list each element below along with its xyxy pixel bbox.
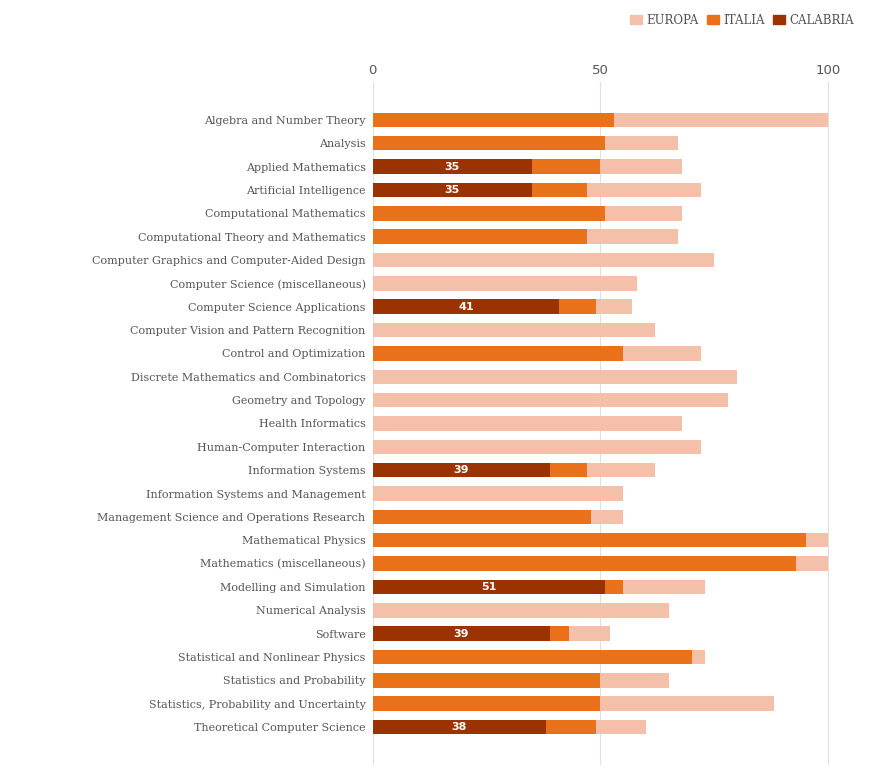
Bar — [372, 650, 691, 664]
Bar — [372, 416, 681, 430]
Bar — [372, 159, 600, 174]
Text: 39: 39 — [453, 465, 469, 476]
Bar — [372, 463, 587, 477]
Bar — [372, 276, 636, 291]
Bar — [372, 393, 727, 407]
Bar — [372, 183, 587, 197]
Bar — [372, 463, 549, 477]
Text: 39: 39 — [453, 629, 469, 639]
Bar — [372, 626, 549, 641]
Bar — [372, 229, 587, 244]
Bar — [372, 720, 595, 734]
Bar — [372, 580, 604, 594]
Bar — [372, 720, 645, 734]
Bar — [372, 626, 609, 641]
Bar — [372, 696, 600, 711]
Bar — [372, 673, 668, 688]
Bar — [372, 556, 796, 571]
Bar — [372, 556, 828, 571]
Bar — [372, 299, 595, 314]
Text: 35: 35 — [444, 185, 460, 195]
Bar — [372, 533, 804, 548]
Bar — [372, 206, 604, 221]
Bar — [372, 347, 623, 361]
Bar — [372, 113, 828, 127]
Bar — [372, 113, 613, 127]
Text: 38: 38 — [451, 722, 466, 732]
Bar — [372, 603, 668, 618]
Bar — [372, 533, 828, 548]
Bar — [372, 370, 736, 384]
Bar — [372, 510, 623, 524]
Bar — [372, 229, 677, 244]
Bar — [372, 510, 591, 524]
Bar — [372, 463, 655, 477]
Bar — [372, 253, 713, 267]
Bar — [372, 580, 704, 594]
Text: 35: 35 — [444, 162, 460, 172]
Bar — [372, 347, 700, 361]
Bar — [372, 136, 604, 151]
Bar — [372, 299, 632, 314]
Legend: EUROPA, ITALIA, CALABRIA: EUROPA, ITALIA, CALABRIA — [625, 9, 858, 31]
Bar — [372, 159, 681, 174]
Bar — [372, 626, 568, 641]
Text: 41: 41 — [458, 301, 473, 312]
Bar — [372, 673, 600, 688]
Bar — [372, 440, 700, 454]
Bar — [372, 206, 681, 221]
Bar — [372, 322, 655, 337]
Bar — [372, 136, 677, 151]
Bar — [372, 650, 704, 664]
Bar — [372, 486, 623, 500]
Bar — [372, 299, 559, 314]
Bar — [372, 183, 532, 197]
Bar — [372, 159, 532, 174]
Text: 51: 51 — [480, 582, 496, 592]
Bar — [372, 720, 545, 734]
Bar — [372, 183, 700, 197]
Bar — [372, 696, 773, 711]
Bar — [372, 580, 623, 594]
